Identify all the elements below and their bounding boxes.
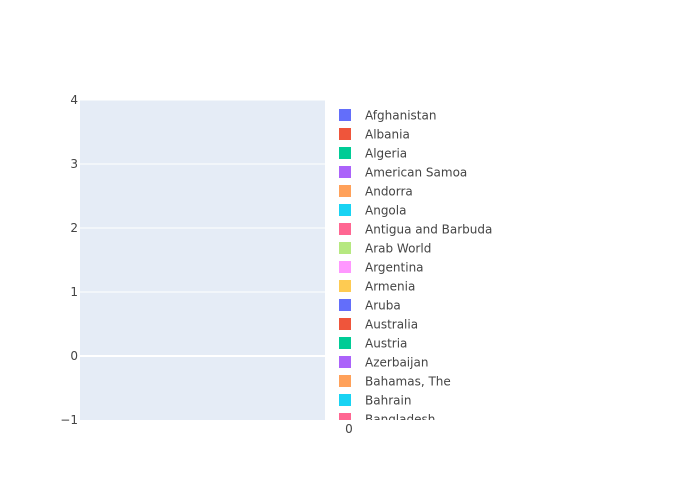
gridlines [80, 99, 325, 293]
legend-label: Australia [365, 318, 418, 332]
y-tick-label: 4 [70, 93, 78, 107]
y-tick-label: 0 [70, 349, 78, 363]
legend-item[interactable]: Albania [339, 128, 410, 142]
legend-item[interactable]: Azerbaijan [339, 356, 428, 370]
legend-item[interactable]: Aruba [339, 299, 401, 313]
legend-swatch [339, 223, 351, 235]
legend-label: Armenia [365, 280, 415, 294]
legend-swatch [339, 375, 351, 387]
y-tick-label: 1 [70, 285, 78, 299]
legend-swatch [339, 109, 351, 121]
legend-swatch [339, 318, 351, 330]
legend-swatch [339, 128, 351, 140]
legend-swatch [339, 261, 351, 273]
legend-swatch [339, 337, 351, 349]
legend-item[interactable]: Andorra [339, 185, 413, 199]
legend-label: Bahamas, The [365, 375, 451, 389]
legend-label: Arab World [365, 242, 431, 256]
legend-item[interactable]: Austria [339, 337, 407, 351]
legend-swatch [339, 280, 351, 292]
legend-label: Bangladesh [365, 413, 435, 427]
legend-swatch [339, 413, 351, 420]
y-tick-label: 3 [70, 157, 78, 171]
legend-label: Austria [365, 337, 407, 351]
legend-label: Afghanistan [365, 109, 436, 123]
legend-label: Algeria [365, 147, 407, 161]
plot-background [80, 100, 325, 420]
legend-item[interactable]: Arab World [339, 242, 431, 256]
legend-swatch [339, 356, 351, 368]
legend-label: Antigua and Barbuda [365, 223, 492, 237]
legend-swatch [339, 299, 351, 311]
legend-item[interactable]: Algeria [339, 147, 407, 161]
legend-item[interactable]: Argentina [339, 261, 424, 275]
legend-swatch [339, 394, 351, 406]
y-axis-ticks: −1 0 1 2 3 4 [60, 93, 78, 427]
legend-item[interactable]: Bahamas, The [339, 375, 451, 389]
legend-item[interactable]: Bahrain [339, 394, 411, 408]
legend-item[interactable]: American Samoa [339, 166, 467, 180]
legend-label: Bahrain [365, 394, 411, 408]
y-tick-label: −1 [60, 413, 78, 427]
legend-swatch [339, 166, 351, 178]
legend-label: Azerbaijan [365, 356, 428, 370]
legend-swatch [339, 147, 351, 159]
legend-label: Andorra [365, 185, 413, 199]
legend-item[interactable]: Angola [339, 204, 406, 218]
legend-item[interactable]: Bangladesh [339, 413, 435, 427]
legend-swatch [339, 242, 351, 254]
x-tick-label: 0 [345, 422, 353, 436]
legend-label: Argentina [365, 261, 424, 275]
legend-item[interactable]: Australia [339, 318, 418, 332]
legend-label: Albania [365, 128, 410, 142]
x-axis-ticks: 0 [345, 422, 353, 436]
legend-item[interactable]: Armenia [339, 280, 415, 294]
legend[interactable]: Afghanistan Albania Algeria American Samoa A… [339, 109, 492, 427]
legend-swatch [339, 204, 351, 216]
legend-item[interactable]: Antigua and Barbuda [339, 223, 492, 237]
legend-swatch [339, 185, 351, 197]
y-tick-label: 2 [70, 221, 78, 235]
legend-label: American Samoa [365, 166, 467, 180]
legend-label: Angola [365, 204, 406, 218]
legend-label: Aruba [365, 299, 401, 313]
legend-item[interactable]: Afghanistan [339, 109, 436, 123]
